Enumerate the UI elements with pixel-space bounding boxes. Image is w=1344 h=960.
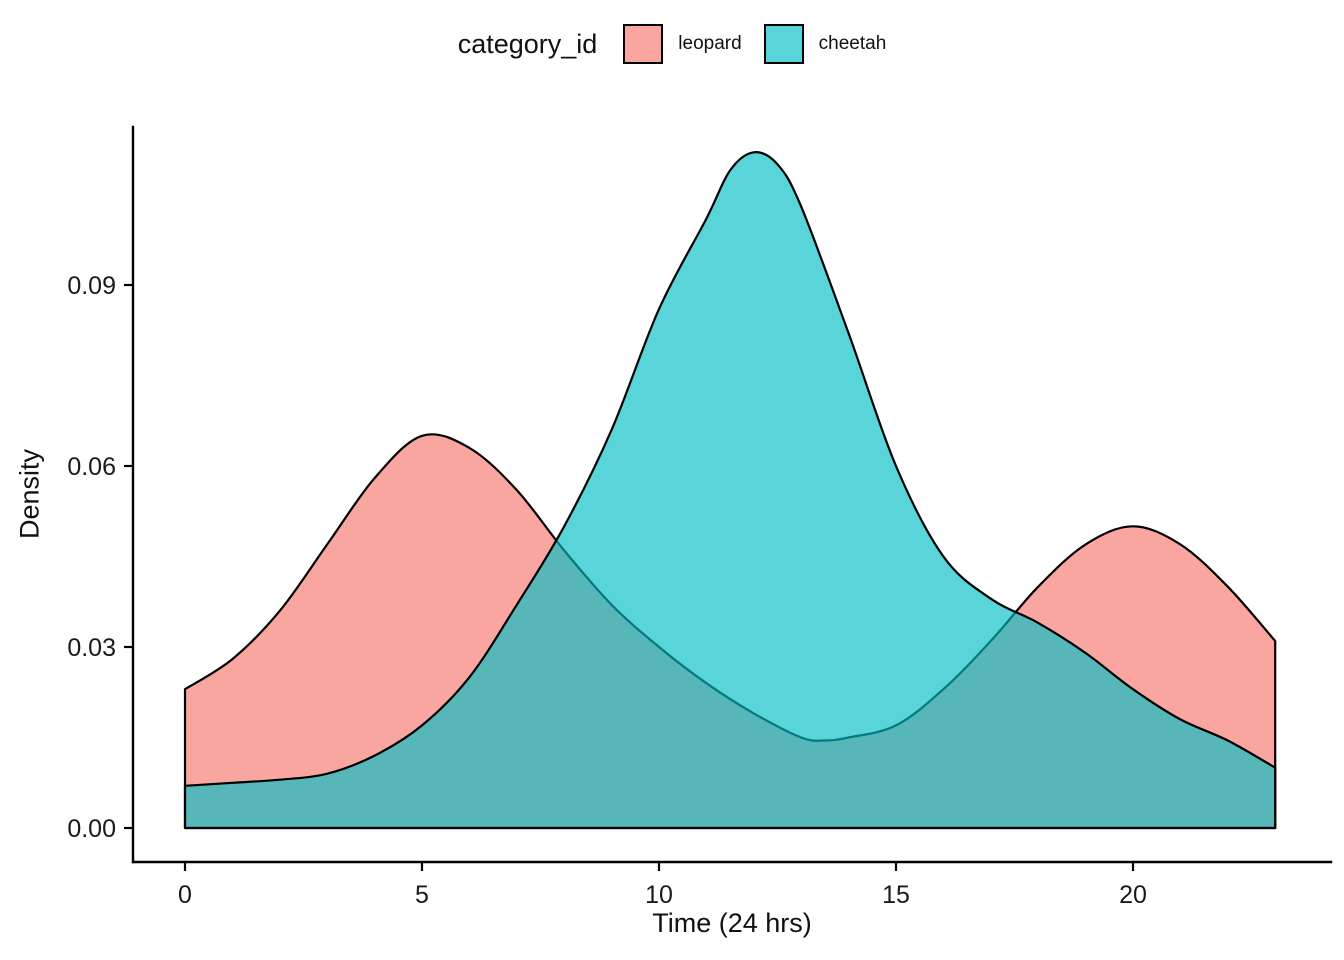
x-tick-label: 10 [645, 881, 673, 909]
x-tick-label: 0 [178, 881, 192, 909]
y-axis-title: Density [14, 448, 45, 540]
x-tick-label: 5 [415, 881, 429, 909]
x-tick-label: 15 [882, 881, 910, 909]
y-tick-label: 0.00 [67, 815, 116, 843]
legend-swatch-cheetah [763, 24, 804, 64]
x-axis-title: Time (24 hrs) [652, 908, 812, 938]
y-tick-label: 0.06 [67, 453, 116, 481]
legend-item-leopard: leopard [623, 24, 742, 64]
y-tick-label: 0.03 [67, 634, 116, 662]
legend-title: category_id [457, 28, 598, 59]
legend-item-label: cheetah [818, 33, 887, 54]
legend-swatch-leopard [623, 24, 664, 64]
x-tick-label: 20 [1119, 881, 1147, 909]
legend-item-cheetah: cheetah [763, 24, 887, 64]
legend: category_id leopard cheetah [0, 24, 1344, 64]
legend-item-label: leopard [678, 33, 742, 54]
y-tick-label: 0.09 [67, 272, 116, 300]
density-area-cheetah [183, 151, 1277, 830]
